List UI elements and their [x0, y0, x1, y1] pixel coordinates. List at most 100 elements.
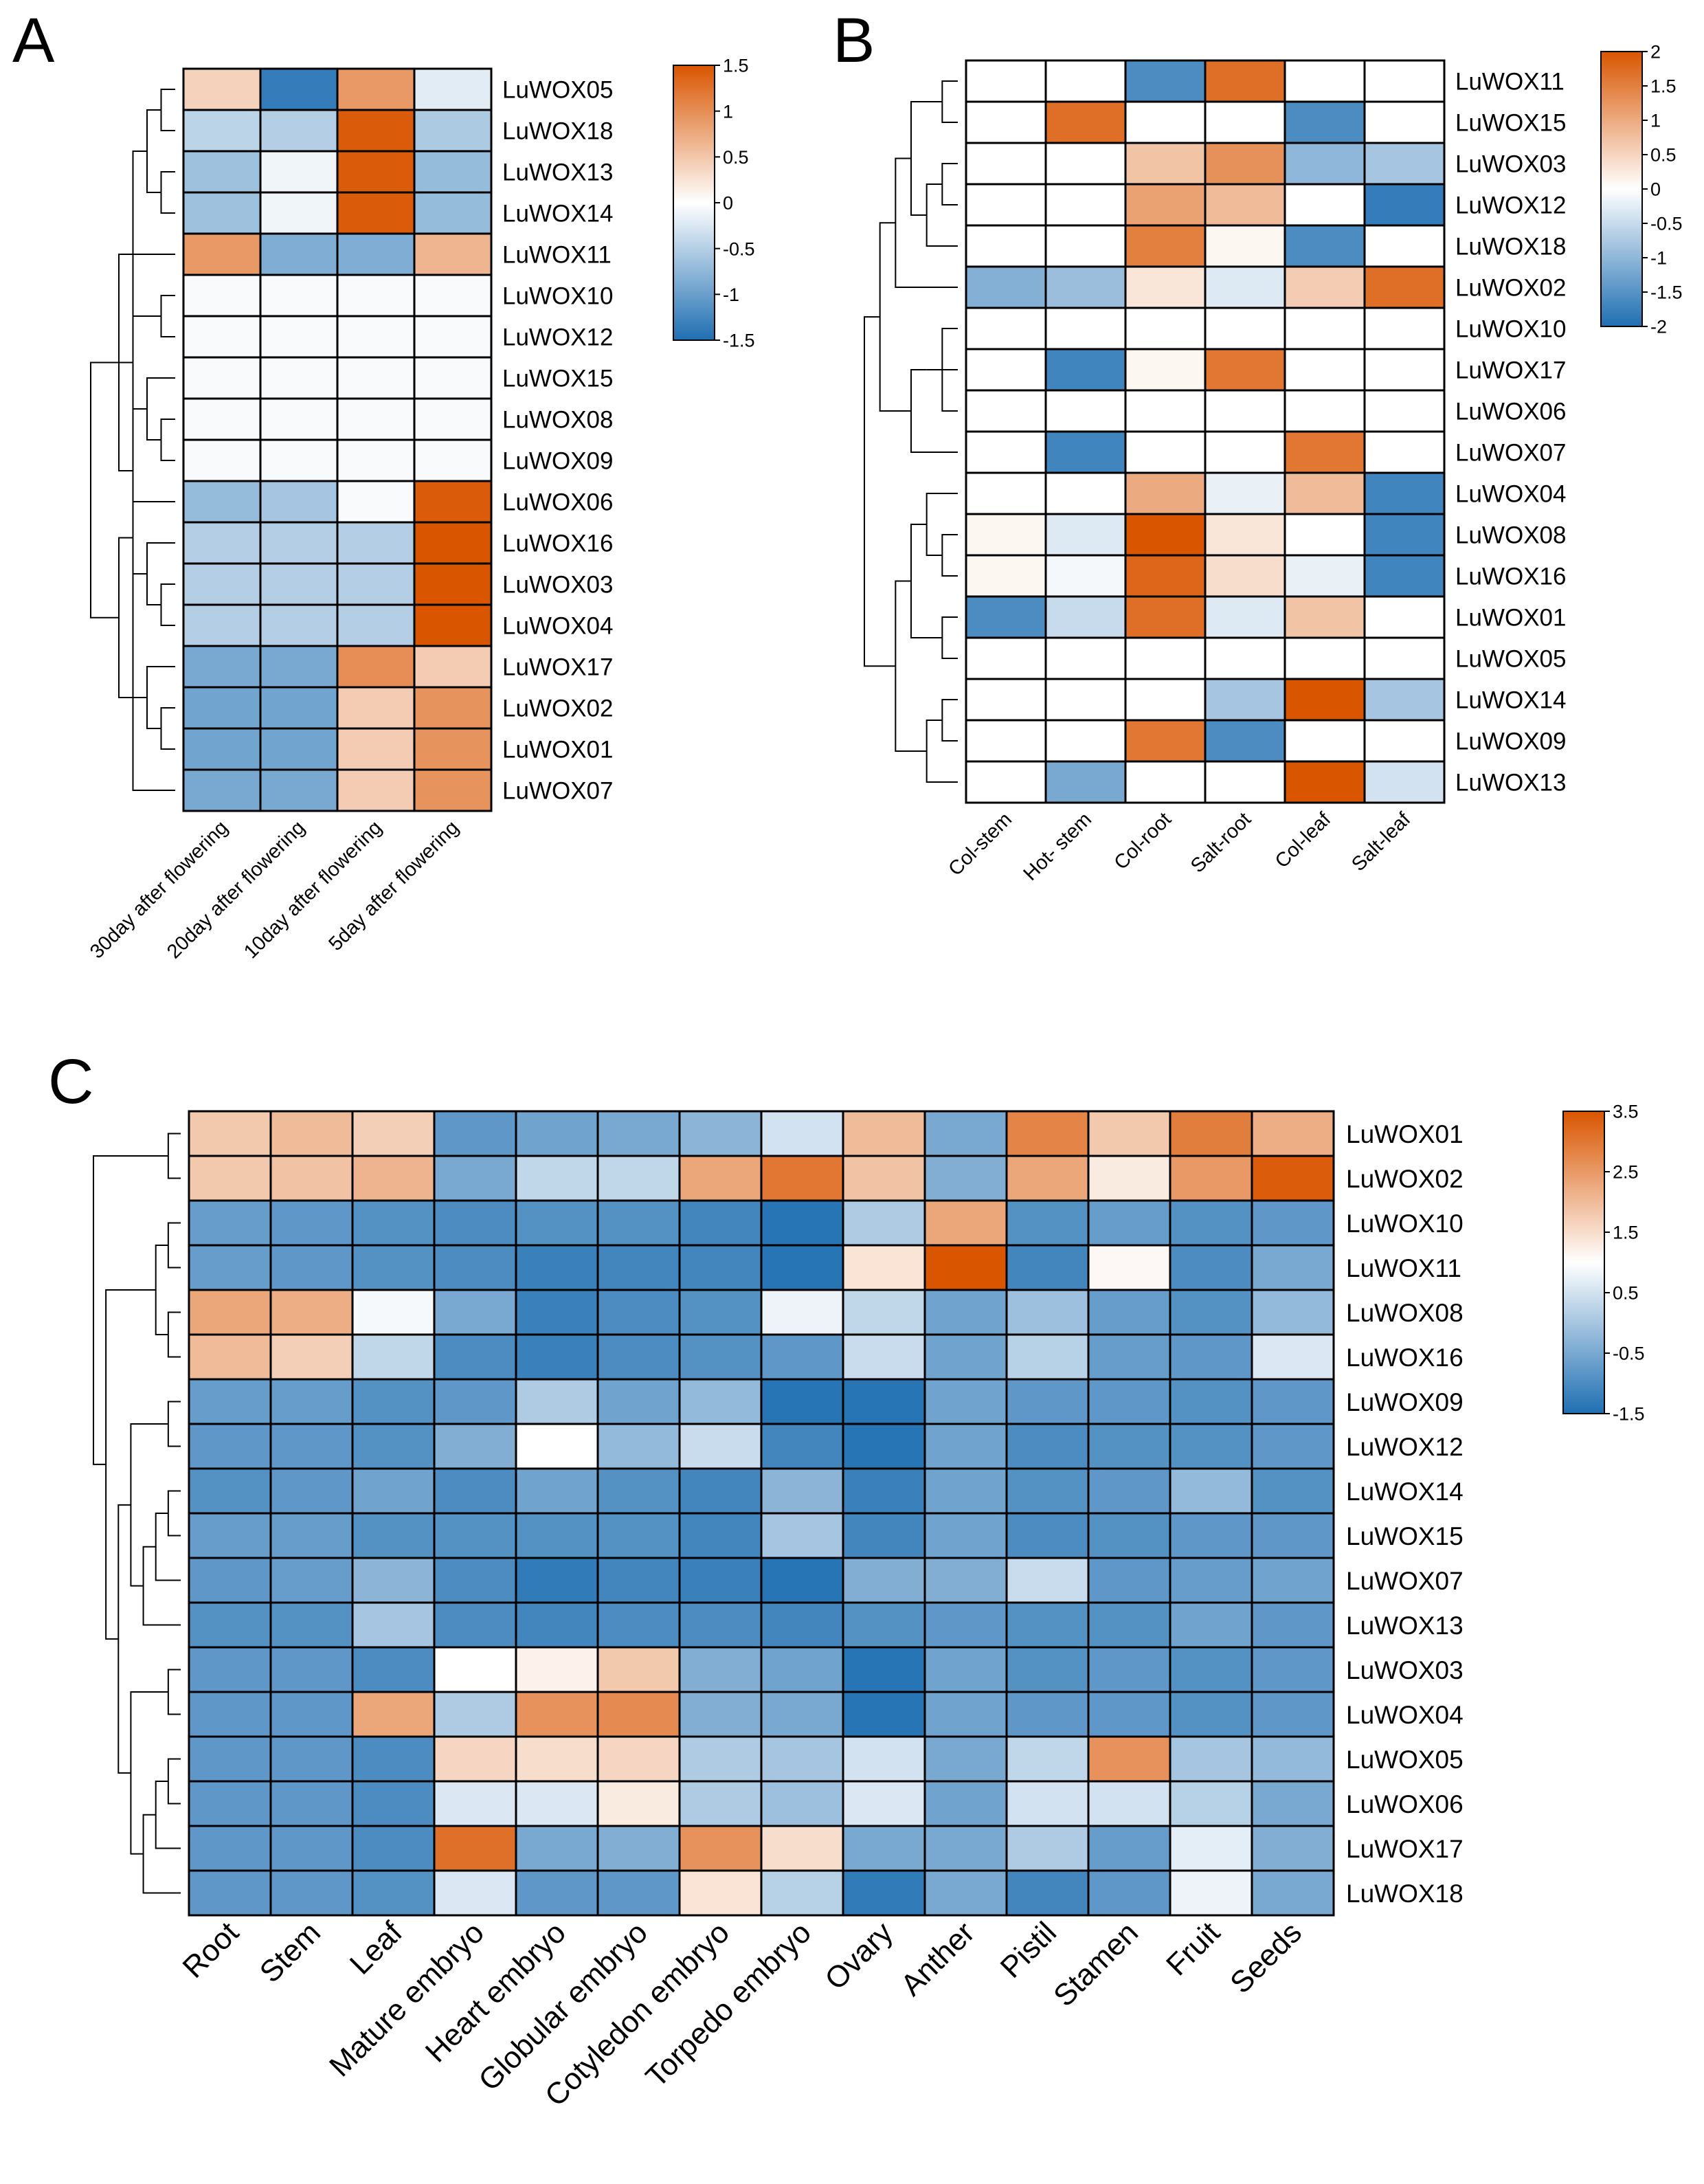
heatmap-cell [760, 1289, 844, 1336]
heatmap-cell [1251, 1155, 1335, 1202]
dendrogram-branch [941, 163, 958, 205]
column-label: 5day after flowering [325, 816, 464, 955]
heatmap-cell [269, 1557, 354, 1604]
heatmap-cell [188, 1378, 272, 1425]
heatmap-cell [413, 191, 493, 235]
heatmap-cell [1169, 1423, 1253, 1470]
heatmap-cell [1251, 1735, 1335, 1783]
heatmap-cell [188, 1155, 272, 1202]
heatmap-cell [188, 1735, 272, 1783]
heatmap-cell [1044, 760, 1127, 804]
heatmap-cell [259, 150, 339, 194]
row-label: LuWOX01 [1455, 605, 1566, 632]
heatmap-cell [1204, 636, 1286, 680]
panel-label-b: B [833, 5, 875, 76]
heatmap-cell [1005, 1557, 1090, 1604]
heatmap-cell [336, 521, 416, 565]
heatmap-cell [1283, 265, 1366, 309]
heatmap-cell [269, 1601, 354, 1649]
heatmap-cell [842, 1869, 926, 1917]
heatmap-cell [259, 645, 339, 689]
heatmap-cell [1169, 1557, 1253, 1604]
heatmap-cell [842, 1155, 926, 1202]
column-label: Root [177, 1915, 245, 1984]
heatmap-cell [842, 1199, 926, 1247]
row-label: LuWOX14 [502, 201, 613, 227]
heatmap-cell [188, 1780, 272, 1827]
heatmap-cell [515, 1557, 599, 1604]
heatmap-cell [923, 1467, 1008, 1515]
panel-b: B LuWOX11LuWOX15LuWOX03LuWOX12LuWOX18LuW… [833, 5, 1683, 885]
heatmap-cell [259, 438, 339, 482]
row-label: LuWOX07 [1455, 440, 1566, 467]
heatmap-cell [351, 1333, 436, 1381]
heatmap-cell [182, 397, 262, 441]
heatmap-cell [433, 1646, 517, 1693]
heatmap-cell [1005, 1691, 1090, 1738]
heatmap-cell [678, 1289, 763, 1336]
heatmap-cell [1251, 1467, 1335, 1515]
heatmap-cell [433, 1155, 517, 1202]
heatmap-cell [269, 1244, 354, 1291]
heatmap-cell [1087, 1289, 1172, 1336]
heatmap-cell [923, 1601, 1008, 1649]
heatmap-cell [259, 191, 339, 235]
heatmap-cell [1283, 636, 1366, 680]
heatmap-cell [1251, 1601, 1335, 1649]
row-label: LuWOX05 [1455, 646, 1566, 673]
heatmap-cell [1363, 513, 1446, 557]
heatmap-cell [259, 67, 339, 111]
dendrogram-branch [167, 1222, 181, 1269]
heatmap-cell [269, 1467, 354, 1515]
heatmap-cell [1204, 348, 1286, 392]
column-label: Col-root [1110, 808, 1176, 874]
heatmap-grid-b [965, 59, 1446, 804]
heatmap-cell [182, 603, 262, 647]
heatmap-cell [188, 1244, 272, 1291]
heatmap-cell [923, 1512, 1008, 1559]
heatmap-cell [182, 191, 262, 235]
dendrogram-branch [105, 1289, 156, 1640]
colorbar-tick-label: 0.5 [1613, 1283, 1639, 1304]
heatmap-cell [842, 1467, 926, 1515]
heatmap-cell [1169, 1289, 1253, 1336]
heatmap-cell [413, 768, 493, 812]
heatmap-cell [965, 224, 1047, 268]
heatmap-cell [188, 1557, 272, 1604]
heatmap-cell [1087, 1467, 1172, 1515]
heatmap-cell [182, 768, 262, 812]
heatmap-cell [413, 727, 493, 771]
heatmap-cell [188, 1512, 272, 1559]
heatmap-cell [1005, 1244, 1090, 1291]
dendrogram-branch [167, 1490, 181, 1537]
row-label: LuWOX16 [1455, 564, 1566, 590]
heatmap-cell [965, 513, 1047, 557]
row-label: LuWOX16 [1346, 1344, 1464, 1372]
heatmap-cell [923, 1735, 1008, 1783]
heatmap-cell [515, 1378, 599, 1425]
heatmap-cell [413, 603, 493, 647]
heatmap-cell [336, 397, 416, 441]
colorbar-tick-label: 1.5 [1650, 76, 1677, 97]
heatmap-cell [1283, 224, 1366, 268]
heatmap-cell [1124, 430, 1207, 474]
dendrogram-branch [132, 501, 175, 575]
heatmap-cell [1087, 1735, 1172, 1783]
heatmap-cell [678, 1423, 763, 1470]
row-label: LuWOX15 [1346, 1522, 1464, 1550]
dendrogram-branch [941, 534, 958, 577]
heatmap-cell [182, 67, 262, 111]
heatmap-cell [1169, 1467, 1253, 1515]
heatmap-cell [1363, 719, 1446, 763]
heatmap-cell [182, 150, 262, 194]
row-label: LuWOX11 [1455, 69, 1565, 96]
heatmap-cell [1251, 1333, 1335, 1381]
heatmap-cell [413, 67, 493, 111]
row-label: LuWOX12 [1455, 192, 1566, 219]
heatmap-cell [596, 1110, 681, 1157]
row-label: LuWOX03 [1455, 151, 1566, 178]
heatmap-cell [1087, 1155, 1172, 1202]
dendrogram-a [90, 89, 175, 791]
heatmap-cell [1087, 1691, 1172, 1738]
heatmap-cell [351, 1646, 436, 1693]
